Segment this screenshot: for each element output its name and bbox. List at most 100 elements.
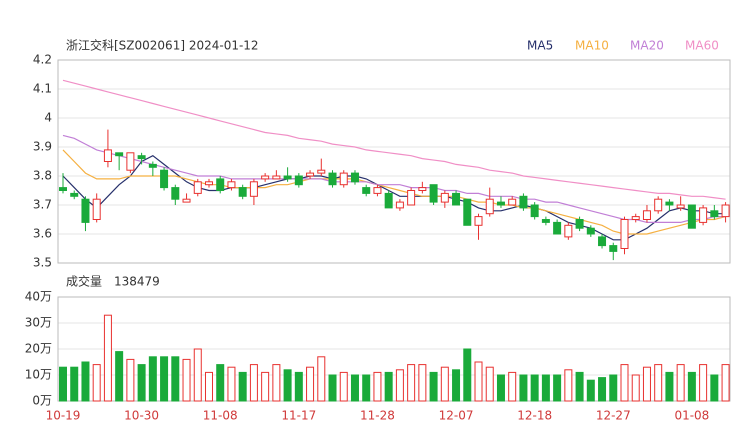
volume-bar: [238, 371, 247, 402]
volume-bar: [362, 374, 371, 402]
volume-bar: [126, 358, 135, 402]
volume-bar: [609, 374, 618, 402]
volume-bar: [699, 364, 708, 402]
x-tick-label: 10-30: [124, 409, 159, 423]
candle-body: [115, 152, 124, 157]
volume-bar: [654, 364, 663, 402]
volume-bar: [227, 366, 236, 402]
volume-bar: [384, 371, 393, 402]
volume-bar: [530, 374, 539, 402]
volume-bar: [70, 366, 79, 402]
y-tick-label: 0万: [32, 394, 52, 408]
x-tick-label: 01-08: [674, 409, 709, 423]
candle-body: [238, 187, 247, 197]
candle-body: [249, 181, 258, 197]
plot-frame: [57, 59, 731, 264]
candle-body: [575, 219, 584, 229]
candle-body: [519, 195, 528, 209]
volume-bar: [373, 371, 382, 402]
volume-bar: [339, 371, 348, 402]
volume-bar: [721, 364, 730, 402]
candle-body: [317, 169, 326, 174]
volume-bar: [541, 374, 550, 402]
candle-body: [609, 245, 618, 252]
volume-bar: [440, 366, 449, 402]
candle-body: [654, 198, 663, 212]
candle-body: [103, 149, 112, 162]
volume-bar: [81, 361, 90, 402]
x-tick-label: 11-08: [203, 409, 238, 423]
candle-body: [631, 216, 640, 221]
candle-body: [541, 219, 550, 223]
plot-frame: [57, 296, 731, 402]
volume-bar: [407, 364, 416, 402]
candle-body: [373, 187, 382, 194]
candle-body: [384, 192, 393, 209]
candle-body: [418, 187, 427, 192]
candle-body: [227, 181, 236, 189]
volume-bar: [171, 356, 180, 402]
volume-bar: [676, 364, 685, 402]
candle-body: [92, 198, 101, 220]
candle-body: [328, 172, 337, 186]
candle-body: [463, 198, 472, 226]
volume-bar: [586, 379, 595, 402]
volume-bar: [687, 371, 696, 402]
volume-bar: [710, 374, 719, 402]
volume-bar: [261, 371, 270, 402]
candle-body: [294, 175, 303, 186]
y-tick-label: 3.8: [33, 169, 52, 183]
volume-bar: [474, 361, 483, 402]
volume-bar: [294, 371, 303, 402]
volume-bar: [328, 374, 337, 402]
candle-body: [160, 169, 169, 189]
volume-total: 138479: [114, 275, 160, 289]
candle-body: [586, 227, 595, 235]
candle-body: [306, 172, 315, 177]
candle-body: [710, 210, 719, 218]
volume-bar: [137, 364, 146, 402]
y-tick-label: 10万: [25, 368, 52, 382]
volume-bar: [519, 374, 528, 402]
candle-body: [485, 198, 494, 215]
volume-label: 成交量: [66, 274, 102, 289]
volume-bar: [272, 364, 281, 402]
candle-body: [564, 224, 573, 238]
x-tick-label: 11-17: [281, 409, 316, 423]
candle-body: [193, 181, 202, 194]
volume-bar: [317, 356, 326, 402]
volume-bar: [249, 364, 258, 402]
volume-bar: [204, 371, 213, 402]
volume-bar: [418, 364, 427, 402]
volume-bar: [103, 314, 112, 402]
y-tick-label: 3.9: [33, 140, 52, 154]
volume-bar: [598, 377, 607, 402]
candle-body: [395, 201, 404, 209]
volume-bar: [395, 369, 404, 402]
ma-line: [62, 134, 726, 223]
volume-bar: [508, 371, 517, 402]
candle-body: [440, 192, 449, 203]
candle-body: [496, 201, 505, 206]
x-tick-label: 12-18: [517, 409, 552, 423]
candle-body: [350, 172, 359, 183]
legend-label: MA20: [630, 39, 664, 53]
candle-body: [676, 204, 685, 209]
candle-body: [508, 198, 517, 206]
x-tick-label: 11-28: [360, 409, 395, 423]
volume-bar: [350, 374, 359, 402]
candle-body: [171, 187, 180, 200]
candle-body: [699, 207, 708, 223]
chart-title: 浙江交科[SZ002061] 2024-01-12: [66, 38, 259, 53]
volume-bar: [429, 371, 438, 402]
candle-body: [598, 236, 607, 247]
candle-body: [261, 175, 270, 180]
volume-bar: [485, 366, 494, 402]
candle-body: [272, 175, 281, 180]
volume-bar: [564, 369, 573, 402]
volume-bar: [148, 356, 157, 402]
candle-body: [148, 163, 157, 168]
x-tick-label: 12-27: [596, 409, 631, 423]
candle-body: [137, 155, 146, 160]
